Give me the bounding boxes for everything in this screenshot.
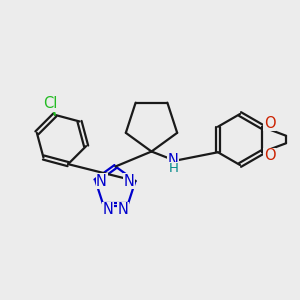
Text: N: N [123,173,134,188]
Text: N: N [118,202,129,217]
Text: N: N [168,153,178,168]
Text: Cl: Cl [43,96,58,111]
Text: N: N [102,202,113,217]
Text: O: O [264,148,275,163]
Text: O: O [264,116,275,131]
Text: N: N [96,173,107,188]
Text: H: H [169,162,178,176]
